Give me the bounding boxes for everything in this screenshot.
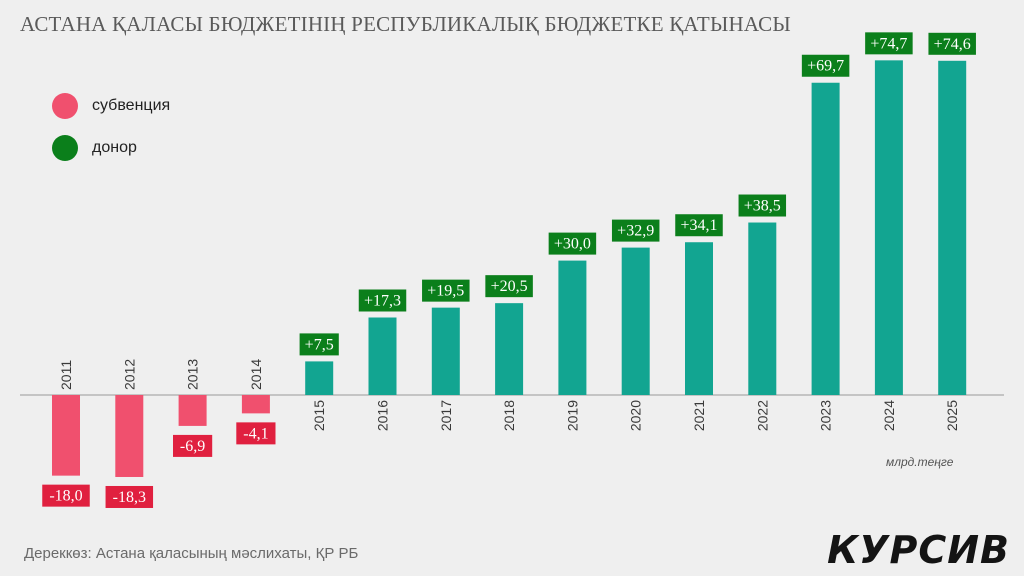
data-label-box-2011	[42, 484, 90, 507]
data-label-2014: -4,1	[243, 425, 268, 442]
data-label-box-2016	[358, 289, 407, 312]
tick-label-2013: 2013	[185, 359, 201, 390]
data-label-2024: +74,7	[870, 35, 907, 52]
bar-2021	[685, 242, 713, 395]
tick-label-2015: 2015	[311, 400, 327, 431]
bar-2020	[621, 247, 650, 395]
data-label-2023: +69,7	[807, 58, 844, 75]
chart-title: АСТАНА ҚАЛАСЫ БЮДЖЕТІНІҢ РЕСПУБЛИКАЛЫҚ Б…	[20, 12, 791, 36]
tick-label-2024: 2024	[881, 400, 897, 431]
data-label-2011: -18,0	[49, 488, 82, 505]
data-label-box-2019	[548, 232, 597, 255]
tick-label-2023: 2023	[818, 400, 834, 431]
data-label-box-2024	[865, 32, 913, 55]
brand-logo: КУРСИВ	[827, 528, 1010, 572]
data-label-2016: +17,3	[364, 292, 401, 309]
data-label-2020: +32,9	[617, 223, 654, 240]
bar-2022	[748, 222, 777, 395]
bar-2014	[241, 395, 270, 414]
data-label-box-2015	[299, 333, 339, 356]
legend-item-subvention: субвенция	[52, 92, 170, 120]
bar-2024	[874, 60, 903, 396]
data-label-2015: +7,5	[305, 336, 334, 353]
data-label-box-2020	[611, 219, 660, 242]
data-label-2018: +20,5	[491, 278, 528, 295]
tick-label-2019: 2019	[564, 400, 580, 431]
data-label-box-2023	[801, 54, 850, 77]
data-label-box-2022	[738, 194, 787, 217]
bar-2017	[431, 307, 460, 395]
data-label-box-2013	[173, 434, 213, 457]
tick-label-2018: 2018	[501, 400, 517, 431]
data-label-box-2017	[422, 279, 470, 302]
legend: субвенция донор	[52, 92, 170, 176]
data-label-2022: +38,5	[744, 198, 781, 215]
data-label-2012: -18,3	[113, 489, 146, 506]
legend-label-subvention: субвенция	[92, 97, 171, 114]
tick-label-2022: 2022	[754, 400, 770, 431]
bar-2015	[305, 361, 334, 395]
tick-label-2017: 2017	[438, 400, 454, 431]
legend-item-donor: донор	[52, 134, 170, 162]
bar-2025	[938, 60, 967, 396]
tick-label-2021: 2021	[691, 400, 707, 431]
tick-label-2012: 2012	[121, 359, 137, 390]
tick-label-2014: 2014	[248, 359, 264, 390]
bar-2013	[178, 395, 207, 426]
legend-dot-donor	[52, 135, 78, 161]
data-label-2019: +30,0	[554, 236, 591, 253]
bar-2016	[368, 317, 397, 395]
source-note: Дереккөз: Астана қаласының мәслихаты, ҚР…	[24, 545, 359, 562]
bar-2012	[115, 395, 144, 477]
data-label-2021: +34,1	[680, 217, 717, 234]
data-label-box-2014	[236, 422, 276, 445]
tick-label-2016: 2016	[375, 400, 391, 431]
data-label-2025: +74,6	[934, 36, 971, 53]
data-label-box-2012	[105, 485, 154, 508]
legend-label-donor: донор	[92, 139, 137, 156]
data-label-box-2025	[928, 32, 976, 55]
data-label-box-2018	[485, 275, 533, 298]
data-label-2017: +19,5	[427, 283, 464, 300]
tick-label-2020: 2020	[628, 400, 644, 431]
bar-2018	[495, 303, 524, 395]
bar-2023	[811, 82, 840, 395]
legend-dot-subvention	[52, 93, 78, 119]
bar-2011	[52, 395, 80, 476]
tick-label-2011: 2011	[58, 360, 74, 390]
tick-label-2025: 2025	[944, 400, 960, 431]
data-label-2013: -6,9	[180, 438, 205, 455]
bar-2019	[558, 260, 587, 395]
unit-label: млрд.теңге	[886, 455, 954, 469]
data-label-box-2021	[675, 214, 723, 237]
